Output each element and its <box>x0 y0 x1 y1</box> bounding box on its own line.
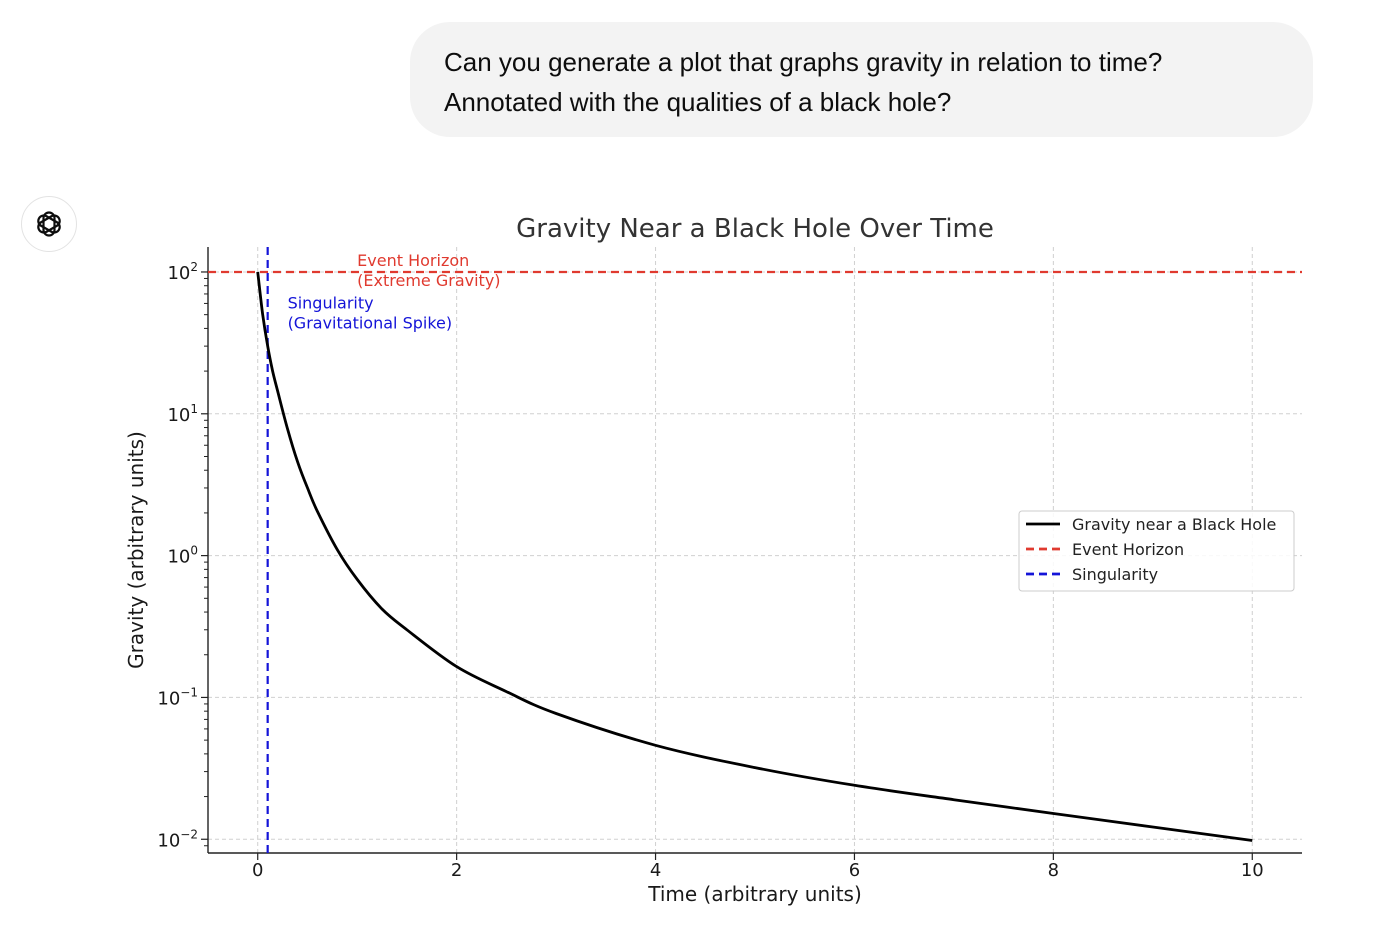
y-tick-label: 10−2 <box>157 827 198 851</box>
x-tick-label: 8 <box>1048 860 1059 881</box>
y-tick-label: 102 <box>167 260 198 284</box>
y-axis-label: Gravity (arbitrary units) <box>124 431 148 669</box>
plot-area: 0 2 4 6 8 10 10−2 10−1 100 101 102 Event Horizon (Ex… <box>157 247 1302 881</box>
legend-label: Gravity near a Black Hole <box>1072 515 1276 534</box>
user-message-bubble: Can you generate a plot that graphs grav… <box>410 22 1313 137</box>
legend-box <box>1018 510 1295 592</box>
openai-logo-icon <box>37 211 61 237</box>
y-tick-label: 101 <box>167 402 198 426</box>
assistant-avatar <box>21 196 77 252</box>
legend-label: Singularity <box>1072 565 1158 584</box>
gravity-series-line <box>256 271 1253 842</box>
user-message-line: Can you generate a plot that graphs grav… <box>444 47 1163 77</box>
annotation-label: Event Horizon (Extreme Gravity) <box>357 251 500 290</box>
x-tick-label: 10 <box>1241 860 1264 881</box>
chart-title: Gravity Near a Black Hole Over Time <box>516 214 994 244</box>
x-axis-label: Time (arbitrary units) <box>647 882 862 906</box>
x-tick-label: 0 <box>252 860 263 881</box>
annotation-label: Singularity (Gravitational Spike) <box>288 294 453 333</box>
y-tick-label: 100 <box>167 544 198 568</box>
user-message-line: Annotated with the qualities of a black … <box>444 87 952 117</box>
legend-label: Event Horizon <box>1072 540 1184 559</box>
y-tick-label: 10−1 <box>157 685 198 709</box>
x-tick-label: 4 <box>650 860 661 881</box>
x-tick-label: 6 <box>849 860 860 881</box>
x-tick-label: 2 <box>451 860 462 881</box>
